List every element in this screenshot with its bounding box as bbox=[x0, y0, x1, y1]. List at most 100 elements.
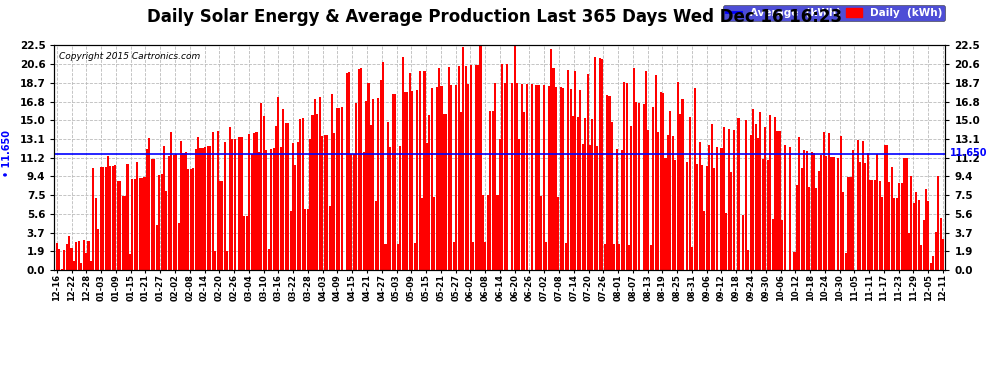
Bar bbox=[871, 180, 873, 270]
Bar bbox=[195, 150, 197, 270]
Bar bbox=[818, 171, 820, 270]
Bar bbox=[614, 244, 616, 270]
Bar bbox=[199, 148, 202, 270]
Bar bbox=[424, 70, 426, 270]
Bar bbox=[370, 125, 372, 270]
Bar bbox=[389, 147, 391, 270]
Bar bbox=[134, 178, 136, 270]
Bar bbox=[379, 80, 382, 270]
Bar bbox=[599, 58, 601, 270]
Bar bbox=[387, 122, 389, 270]
Bar bbox=[506, 64, 508, 270]
Bar bbox=[538, 85, 540, 270]
Bar bbox=[928, 201, 930, 270]
Bar bbox=[662, 93, 664, 270]
Bar bbox=[861, 141, 863, 270]
Bar bbox=[114, 165, 117, 270]
Bar bbox=[594, 57, 596, 270]
Bar bbox=[212, 132, 214, 270]
Bar bbox=[394, 94, 396, 270]
Bar bbox=[192, 168, 194, 270]
Bar bbox=[392, 94, 394, 270]
Bar bbox=[742, 215, 744, 270]
Bar bbox=[60, 269, 62, 270]
Bar bbox=[631, 126, 633, 270]
Bar bbox=[866, 153, 868, 270]
Bar bbox=[282, 110, 284, 270]
Bar bbox=[92, 168, 94, 270]
Bar bbox=[586, 74, 589, 270]
Bar bbox=[292, 143, 294, 270]
Bar bbox=[321, 136, 324, 270]
Bar bbox=[679, 114, 681, 270]
Bar bbox=[165, 190, 167, 270]
Bar bbox=[443, 114, 445, 270]
Bar bbox=[504, 83, 506, 270]
Bar bbox=[455, 85, 457, 270]
Bar bbox=[119, 180, 121, 270]
Bar bbox=[771, 219, 773, 270]
Bar bbox=[404, 92, 406, 270]
Bar bbox=[891, 167, 893, 270]
Bar bbox=[411, 91, 414, 270]
Bar bbox=[82, 240, 85, 270]
Bar bbox=[920, 245, 922, 270]
Bar bbox=[643, 104, 644, 270]
Bar bbox=[545, 242, 547, 270]
Bar bbox=[711, 124, 713, 270]
Bar bbox=[559, 87, 562, 270]
Bar bbox=[377, 98, 379, 270]
Bar bbox=[726, 213, 728, 270]
Bar bbox=[806, 151, 808, 270]
Bar bbox=[217, 131, 219, 270]
Bar bbox=[122, 196, 124, 270]
Bar bbox=[918, 200, 920, 270]
Bar bbox=[701, 165, 703, 270]
Bar bbox=[898, 183, 900, 270]
Bar bbox=[127, 164, 129, 270]
Bar bbox=[270, 149, 272, 270]
Bar bbox=[555, 87, 557, 270]
Bar bbox=[669, 111, 671, 270]
Bar bbox=[582, 144, 584, 270]
Bar bbox=[347, 72, 350, 270]
Bar bbox=[536, 85, 538, 270]
Bar bbox=[550, 49, 552, 270]
Bar bbox=[723, 128, 725, 270]
Bar bbox=[100, 167, 102, 270]
Bar bbox=[541, 196, 543, 270]
Bar bbox=[244, 216, 246, 270]
Bar bbox=[496, 195, 499, 270]
Bar bbox=[419, 72, 421, 270]
Bar bbox=[689, 117, 691, 270]
Bar bbox=[331, 93, 333, 270]
Bar bbox=[808, 187, 810, 270]
Bar bbox=[446, 114, 447, 270]
Bar bbox=[472, 242, 474, 270]
Bar bbox=[801, 168, 803, 270]
Bar bbox=[901, 183, 903, 270]
Bar bbox=[124, 196, 126, 270]
Bar bbox=[821, 154, 823, 270]
Bar bbox=[864, 163, 866, 270]
Bar bbox=[426, 143, 428, 270]
Bar bbox=[577, 117, 579, 270]
Bar bbox=[163, 146, 165, 270]
Bar bbox=[521, 84, 523, 270]
Bar bbox=[336, 108, 338, 270]
Bar bbox=[350, 154, 352, 270]
Bar bbox=[70, 249, 72, 270]
Bar bbox=[879, 181, 881, 270]
Bar bbox=[436, 87, 438, 270]
Bar bbox=[355, 103, 357, 270]
Bar bbox=[579, 90, 581, 270]
Bar bbox=[87, 241, 89, 270]
Bar bbox=[694, 88, 696, 270]
Bar bbox=[262, 116, 265, 270]
Bar bbox=[187, 169, 189, 270]
Bar bbox=[833, 157, 835, 270]
Bar bbox=[706, 166, 708, 270]
Bar bbox=[294, 165, 296, 270]
Bar bbox=[326, 135, 328, 270]
Bar bbox=[744, 120, 746, 270]
